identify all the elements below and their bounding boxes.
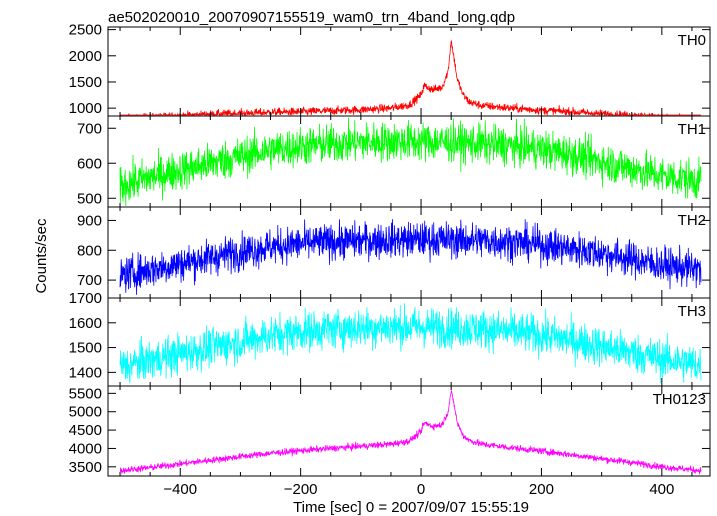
y-tick-label: 1000: [69, 100, 102, 117]
panel-label-th0: TH0: [678, 32, 706, 49]
panel-th3: 1400 1500 1600 1700 TH3: [69, 290, 711, 387]
panel-th1: 500 600 700 TH1: [77, 115, 711, 208]
panel-th0: 1000 1500 2000 2500 TH0: [69, 22, 711, 117]
y-tick-label: 900: [77, 212, 102, 229]
x-tick-label: 200: [529, 481, 554, 498]
x-tick-label: −400: [163, 481, 197, 498]
x-tick-label: 400: [649, 481, 674, 498]
panel-label-th1: TH1: [678, 121, 706, 138]
y-tick-label: 1600: [69, 315, 102, 332]
y-tick-label: 1500: [69, 74, 102, 91]
x-tick-label: −200: [284, 481, 318, 498]
y-tick-label: 800: [77, 242, 102, 259]
x-tick-label: 0: [417, 481, 425, 498]
panel-label-th3: TH3: [678, 303, 706, 320]
y-axis-label: Counts/sec: [33, 218, 50, 294]
panel-label-th2: TH2: [678, 212, 706, 229]
y-tick-label: 700: [77, 272, 102, 289]
x-axis-label: Time [sec] 0 = 2007/09/07 15:55:19: [293, 499, 529, 516]
panel-frame-th0123: [107, 385, 711, 477]
panel-th2: 700 800 900 TH2: [77, 206, 711, 299]
y-tick-label: 1400: [69, 364, 102, 381]
chart-title: ae502020010_20070907155519_wam0_trn_4ban…: [108, 9, 515, 26]
series-line-th3: [119, 303, 702, 384]
y-tick-label: 1500: [69, 340, 102, 357]
y-tick-label: 1700: [69, 290, 102, 307]
y-tick-label: 600: [77, 155, 102, 172]
panel-label-th0123: TH0123: [653, 391, 706, 408]
y-tick-label: 700: [77, 120, 102, 137]
y-tick-label: 2000: [69, 48, 102, 65]
y-tick-label: 5000: [69, 404, 102, 421]
y-tick-label: 2500: [69, 22, 102, 39]
y-tick-label: 4000: [69, 440, 102, 457]
y-tick-label: 4500: [69, 422, 102, 439]
y-tick-label: 5500: [69, 385, 102, 402]
series-line-th0123: [119, 389, 702, 475]
series-line-th0: [120, 40, 701, 117]
y-tick-label: 3500: [69, 459, 102, 476]
series-line-th2: [119, 219, 702, 295]
series-line-th1: [119, 117, 702, 207]
panel-frame-th0: [107, 26, 711, 117]
y-tick-label: 500: [77, 190, 102, 207]
